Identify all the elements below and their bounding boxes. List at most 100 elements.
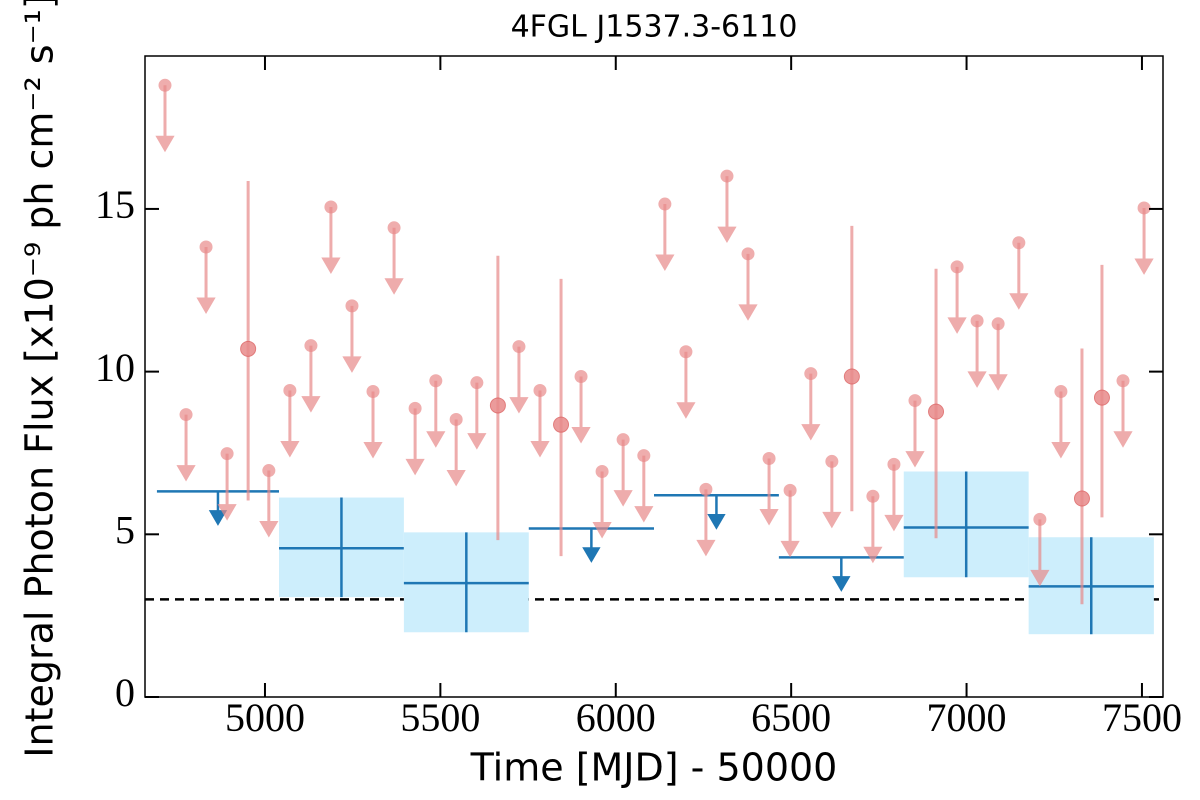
upper-limit-arrow — [1051, 391, 1071, 459]
y-tick-label: 10 — [95, 345, 135, 390]
upper-limit-point — [408, 401, 422, 415]
upper-limit-arrow — [655, 204, 675, 272]
upper-limit-arrow — [363, 391, 383, 459]
plot-frame — [144, 55, 1164, 698]
upper-limit-point — [1054, 384, 1068, 398]
y-tick-label: 0 — [115, 670, 135, 715]
upper-limit-arrow — [176, 414, 196, 482]
detection-point — [1073, 490, 1090, 507]
upper-limit-arrow — [571, 376, 591, 444]
upper-limit-point — [950, 260, 964, 274]
x-tick-label: 5000 — [225, 695, 305, 740]
upper-limit-point — [804, 367, 818, 381]
upper-limit-point — [783, 483, 797, 497]
upper-limit-point — [658, 197, 672, 211]
upper-limit-arrow — [947, 266, 967, 334]
upper-limit-arrow — [1113, 380, 1133, 448]
upper-limit-point — [887, 457, 901, 471]
upper-limit-point — [1116, 374, 1130, 388]
x-tick-label: 7000 — [927, 695, 1007, 740]
upper-limit-arrow — [582, 528, 601, 563]
upper-limit-point — [616, 433, 630, 447]
upper-limit-arrow — [321, 206, 341, 274]
upper-limit-arrow — [426, 380, 446, 448]
detection-point — [553, 416, 570, 433]
upper-limit-arrow — [884, 464, 904, 532]
upper-limit-arrow — [592, 471, 612, 539]
upper-limit-arrow — [822, 461, 842, 529]
upper-limit-arrow — [384, 227, 404, 295]
upper-limit-point — [262, 464, 276, 478]
upper-limit-point — [1033, 512, 1047, 526]
upper-limit-point — [679, 345, 693, 359]
upper-limit-arrow — [696, 489, 716, 557]
upper-limit-point — [970, 314, 984, 328]
upper-limit-point — [741, 247, 755, 261]
upper-limit-arrow — [801, 373, 821, 441]
upper-limit-arrow — [988, 323, 1008, 391]
upper-limit-arrow — [634, 455, 654, 523]
upper-limit-arrow — [707, 495, 726, 530]
detection-point — [1093, 389, 1110, 406]
upper-limit-arrow — [301, 345, 321, 413]
upper-limit-arrow — [717, 176, 737, 244]
upper-limit-point — [991, 317, 1005, 331]
upper-limit-arrow — [217, 453, 237, 521]
upper-limit-point — [366, 384, 380, 398]
x-tick-label: 5500 — [400, 695, 480, 740]
upper-limit-point — [429, 374, 443, 388]
x-tick-label: 7500 — [1102, 695, 1182, 740]
upper-limit-arrow — [967, 320, 987, 388]
y-tick-label: 5 — [115, 507, 135, 552]
upper-limit-arrow — [467, 382, 487, 450]
chart-title: 4FGL J1537.3-6110 — [511, 10, 798, 45]
upper-limit-arrow — [905, 400, 925, 468]
upper-limit-point — [595, 465, 609, 479]
upper-limit-arrow — [676, 351, 696, 419]
upper-limit-arrow — [509, 346, 529, 414]
upper-limit-point — [866, 489, 880, 503]
detection-point — [928, 403, 945, 420]
upper-limit-arrow — [259, 470, 279, 538]
upper-limit-arrow — [280, 390, 300, 458]
upper-limit-arrow — [196, 246, 216, 314]
upper-limit-point — [220, 447, 234, 461]
upper-limit-arrow — [208, 491, 228, 526]
upper-limit-arrow — [759, 458, 779, 526]
upper-limit-arrow — [1030, 519, 1050, 587]
upper-limit-point — [199, 240, 213, 254]
y-axis-label: Integral Photon Flux [x10⁻⁹ ph cm⁻² s⁻¹] — [18, 0, 62, 758]
upper-limit-point — [283, 383, 297, 397]
upper-limit-point — [574, 370, 588, 383]
upper-limit-arrow — [1134, 207, 1154, 275]
detection-point — [489, 397, 506, 414]
x-tick-label: 6500 — [751, 695, 831, 740]
upper-limit-point — [720, 169, 734, 183]
upper-limit-point — [533, 383, 547, 397]
upper-limit-point — [699, 482, 713, 496]
upper-limit-point — [304, 339, 318, 353]
upper-limit-arrow — [530, 390, 550, 458]
upper-limit-point — [470, 376, 484, 390]
upper-limit-point — [825, 454, 839, 468]
detection-point — [843, 368, 860, 385]
upper-limit-point — [345, 299, 359, 313]
upper-limit-point — [324, 200, 338, 214]
upper-limit-arrow — [738, 253, 758, 321]
upper-limit-point — [158, 78, 172, 92]
upper-limit-point — [449, 412, 463, 426]
upper-limit-arrow — [342, 305, 362, 373]
upper-limit-arrow — [1009, 242, 1029, 310]
upper-limit-arrow — [446, 419, 466, 487]
upper-limit-point — [512, 340, 526, 354]
upper-limit-point — [762, 451, 776, 465]
upper-limit-arrow — [155, 85, 175, 153]
x-tick-label: 6000 — [576, 695, 656, 740]
upper-limit-arrow — [405, 408, 425, 476]
y-tick-label: 15 — [95, 182, 135, 227]
upper-limit-arrow — [780, 490, 800, 558]
upper-limit-point — [387, 221, 401, 235]
upper-limit-point — [1012, 236, 1026, 250]
upper-limit-arrow — [863, 496, 883, 564]
